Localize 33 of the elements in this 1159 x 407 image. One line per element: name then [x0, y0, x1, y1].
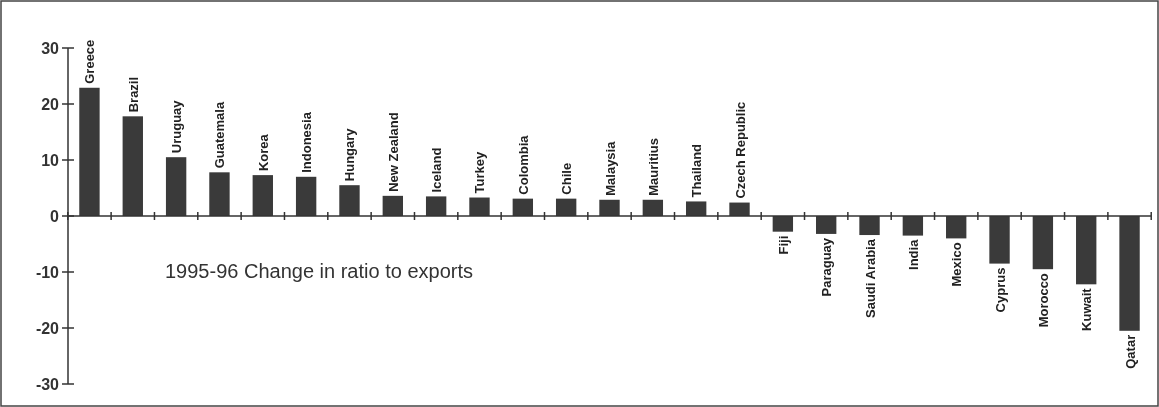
y-tick-label: 0	[50, 207, 60, 225]
x-tick-label: Indonesia	[299, 111, 315, 173]
x-tick-label: Hungary	[342, 127, 358, 182]
y-tick-label: -30	[35, 375, 60, 393]
x-tick-label: Kuwait	[1079, 287, 1095, 331]
text: 1995-96 Change in ratio to exports	[165, 260, 473, 282]
x-tick-label: Korea	[255, 133, 271, 172]
x-tick-label: Turkey	[472, 151, 488, 194]
x-tick-label: Saudi Arabia	[862, 238, 878, 319]
x-tick-label: New Zealand	[385, 112, 401, 192]
x-tick-label: Brazil	[125, 76, 141, 113]
x-tick-label: Colombia	[515, 134, 531, 195]
x-tick-label: Cyprus	[992, 267, 1008, 313]
y-tick-label: -10	[35, 263, 60, 281]
x-tick-label: Czech Republic	[732, 101, 748, 199]
x-tick-label: Chile	[559, 162, 575, 195]
x-tick-label: Thailand	[689, 143, 705, 198]
x-tick-label: Malaysia	[602, 140, 618, 196]
y-tick-label: 30	[41, 39, 60, 57]
y-tick-label: -20	[35, 319, 60, 337]
x-tick-label: Guatemala	[212, 101, 228, 169]
y-tick-label: 20	[41, 95, 60, 113]
x-tick-label: Mauritius	[645, 137, 661, 196]
x-tick-label: India	[905, 238, 921, 270]
x-tick-label: Paraguay	[819, 237, 835, 297]
y-tick-label: 10	[41, 151, 60, 169]
x-tick-label: Mexico	[949, 242, 965, 287]
x-tick-label: Fiji	[775, 235, 791, 255]
x-tick-label: Morocco	[1035, 273, 1051, 328]
x-tick-label: Qatar	[1122, 334, 1138, 369]
x-tick-label: Uruguay	[169, 99, 185, 154]
x-tick-label: Greece	[82, 39, 98, 84]
x-tick-label: Iceland	[429, 147, 445, 193]
